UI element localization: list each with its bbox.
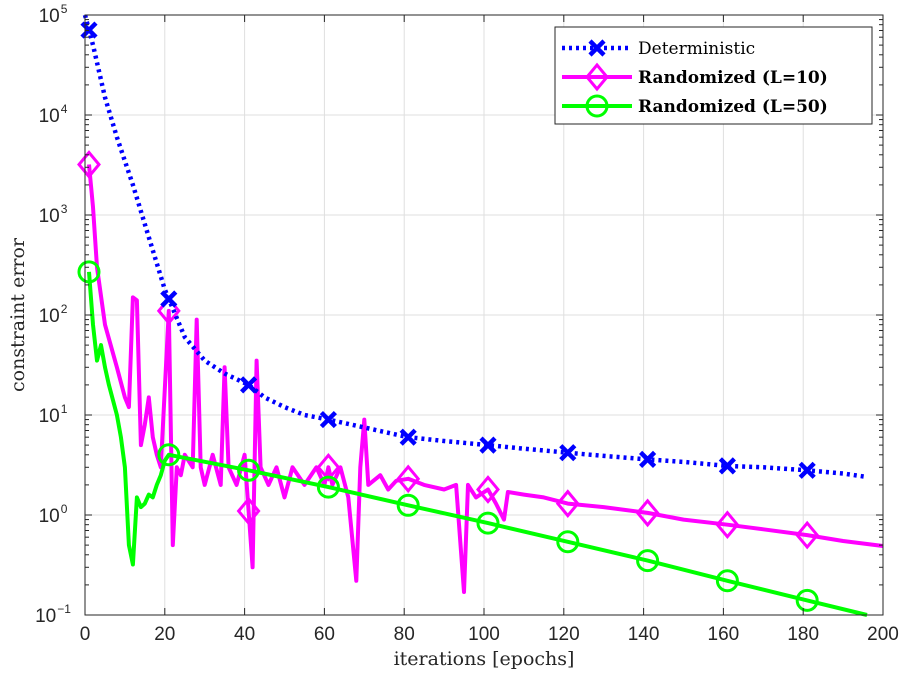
series-deterministic-x-marker bbox=[239, 376, 258, 394]
y-tick-label: 101 bbox=[39, 402, 68, 427]
legend-randomized-l-50: Randomized (L=50) bbox=[562, 94, 828, 118]
series-randomized-l-10-diamond-marker bbox=[316, 452, 341, 482]
y-tick-label: 100 bbox=[39, 502, 68, 527]
series-deterministic-x-marker bbox=[638, 450, 657, 468]
legend-deterministic-x-marker bbox=[588, 39, 606, 57]
series-randomized-l-10-diamond-marker bbox=[476, 475, 500, 504]
ticks: 0 20 40 60 80 100 120 140 160 180 200 10−1 100 101 102… bbox=[35, 2, 899, 645]
series-randomized-l-50-circle-marker bbox=[77, 260, 101, 284]
x-axis-label: iterations [epochs] bbox=[394, 648, 575, 670]
series-randomized-l-50-circle-marker bbox=[795, 588, 819, 612]
legend-deterministic: Deterministic bbox=[562, 39, 755, 59]
legend: Deterministic Randomized (L=10) Randomized… bbox=[554, 26, 873, 125]
x-tick-label: 20 bbox=[154, 624, 175, 645]
series-randomized-l-50-circle-marker bbox=[556, 530, 580, 554]
x-tick-label: 200 bbox=[867, 624, 899, 645]
series-randomized-l-50-circle-marker bbox=[715, 569, 739, 593]
series-deterministic-x-marker bbox=[479, 436, 497, 454]
series-deterministic-x-marker bbox=[798, 461, 816, 479]
x-tick-label: 180 bbox=[787, 624, 819, 645]
series-randomized-l-10 bbox=[77, 150, 884, 594]
series-randomized-l-10-diamond-marker bbox=[635, 498, 660, 528]
series-randomized-l-10-diamond-marker bbox=[715, 510, 740, 540]
x-tick-label: 60 bbox=[314, 624, 335, 645]
series-randomized-l-10-diamond-marker bbox=[236, 496, 261, 526]
legend-randomized-l-10-diamond-marker bbox=[585, 62, 609, 92]
x-tick-label: 0 bbox=[80, 624, 91, 645]
x-tick-label: 100 bbox=[468, 624, 500, 645]
legend-deterministic-label: Deterministic bbox=[638, 39, 755, 59]
series-randomized-l-50-line bbox=[87, 271, 868, 617]
x-tick-label: 120 bbox=[548, 624, 580, 645]
series-deterministic-x-marker bbox=[319, 410, 337, 429]
legend-randomized-l-50-label: Randomized (L=50) bbox=[638, 97, 828, 117]
series-randomized-l-50 bbox=[77, 260, 868, 617]
x-tick-label: 160 bbox=[708, 624, 740, 645]
series-randomized-l-10-diamond-marker bbox=[77, 150, 101, 179]
series-randomized-l-10-diamond-marker bbox=[396, 464, 421, 494]
y-tick-label: 105 bbox=[39, 2, 68, 27]
y-tick-label: 104 bbox=[39, 102, 68, 127]
series-deterministic-x-marker bbox=[399, 428, 417, 446]
series-randomized-l-50-circle-marker bbox=[316, 475, 340, 499]
y-tick-label: 103 bbox=[39, 202, 68, 227]
series-randomized-l-50-circle-marker bbox=[237, 458, 261, 482]
series-deterministic-x-marker bbox=[160, 290, 178, 308]
series-deterministic-x-marker bbox=[559, 444, 577, 462]
series-randomized-l-50-circle-marker bbox=[157, 443, 181, 467]
series-randomized-l-10-diamond-marker bbox=[795, 520, 820, 550]
legend-randomized-l-50-circle-marker bbox=[585, 94, 609, 118]
legend-randomized-l-10-label: Randomized (L=10) bbox=[638, 68, 828, 88]
x-tick-label: 140 bbox=[628, 624, 660, 645]
x-tick-label: 80 bbox=[394, 624, 415, 645]
x-tick-label: 40 bbox=[234, 624, 255, 645]
series-deterministic-x-marker bbox=[718, 457, 736, 475]
y-tick-label: 102 bbox=[39, 302, 68, 327]
legend-randomized-l-10: Randomized (L=10) bbox=[562, 62, 828, 92]
series-randomized-l-50-circle-marker bbox=[396, 493, 420, 517]
series-randomized-l-10-diamond-marker bbox=[156, 296, 181, 326]
series-randomized-l-10-line bbox=[87, 164, 884, 594]
y-tick-label: 10−1 bbox=[35, 602, 71, 627]
series-layer bbox=[77, 14, 884, 617]
series-randomized-l-50-circle-marker bbox=[636, 549, 660, 573]
series-randomized-l-50-circle-marker bbox=[476, 511, 500, 535]
series-randomized-l-10-diamond-marker bbox=[555, 489, 580, 518]
y-axis-label: constraint error bbox=[7, 237, 29, 392]
